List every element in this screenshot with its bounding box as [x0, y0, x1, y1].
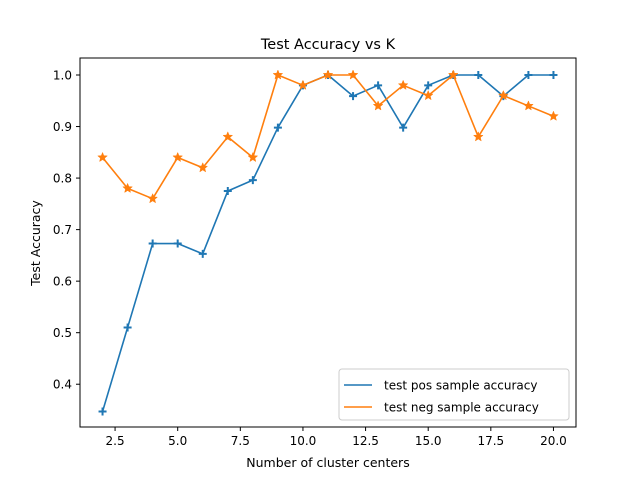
data-point	[349, 92, 358, 101]
data-point	[549, 71, 558, 80]
data-point	[197, 162, 209, 173]
y-tick-label: 0.6	[53, 275, 72, 289]
x-tick-label: 7.5	[231, 434, 250, 448]
data-point	[148, 239, 157, 248]
data-point	[472, 131, 484, 142]
y-tick-label: 0.7	[53, 223, 72, 237]
data-point	[497, 89, 509, 101]
data-point	[374, 81, 383, 90]
legend-label: test neg sample accuracy	[384, 401, 539, 415]
tick-group: 2.5 5.0 7.5 10.0 12.5 15.0 17.5 20.0 0.4 0.5 0.6 0.…	[53, 69, 567, 448]
data-point	[372, 100, 384, 111]
chart-title: Test Accuracy vs K	[260, 37, 396, 53]
x-tick-label: 12.5	[352, 434, 379, 448]
legend-frame	[338, 368, 570, 421]
data-point	[97, 151, 108, 163]
y-tick-label: 1.0	[53, 69, 72, 83]
x-tick-label: 10.0	[290, 434, 317, 448]
data-point	[198, 249, 207, 258]
data-point	[297, 79, 309, 90]
x-axis-label: Number of cluster centers	[246, 455, 409, 470]
data-point	[548, 110, 559, 121]
data-point	[247, 151, 259, 163]
data-point	[447, 69, 459, 80]
data-point	[272, 69, 284, 80]
y-axis-label: Test Accuracy	[28, 200, 43, 287]
plot-frame	[79, 57, 577, 428]
data-point	[347, 69, 359, 80]
data-point	[399, 123, 408, 132]
series-line	[101, 74, 554, 200]
data-point	[147, 193, 159, 204]
y-tick-label: 0.5	[53, 326, 72, 340]
data-point	[422, 89, 434, 101]
x-tick-label: 20.0	[540, 434, 567, 448]
data-point	[98, 407, 107, 416]
data-point	[424, 81, 433, 90]
data-point	[248, 176, 257, 185]
data-point	[322, 69, 334, 80]
x-tick-label: 5.0	[168, 434, 187, 448]
series-1	[98, 71, 558, 416]
data-point	[524, 71, 533, 80]
data-point	[523, 100, 534, 111]
y-tick-label: 0.9	[53, 120, 72, 134]
data-point	[474, 71, 483, 80]
data-point	[273, 123, 282, 132]
data-point	[223, 186, 232, 195]
x-tick-label: 15.0	[415, 434, 442, 448]
x-tick-label: 17.5	[477, 434, 504, 448]
series-2	[97, 69, 559, 204]
data-point	[123, 323, 132, 332]
y-tick-label: 0.4	[53, 378, 72, 392]
data-point	[397, 79, 409, 90]
legend: test pos sample accuracy test neg sample …	[338, 368, 570, 421]
series-group	[97, 69, 559, 416]
data-point	[222, 131, 234, 142]
data-point	[172, 151, 184, 163]
legend-label: test pos sample accuracy	[384, 379, 537, 393]
data-point	[173, 239, 182, 248]
x-tick-label: 2.5	[106, 434, 125, 448]
data-point	[122, 182, 133, 193]
y-tick-label: 0.8	[53, 172, 72, 186]
